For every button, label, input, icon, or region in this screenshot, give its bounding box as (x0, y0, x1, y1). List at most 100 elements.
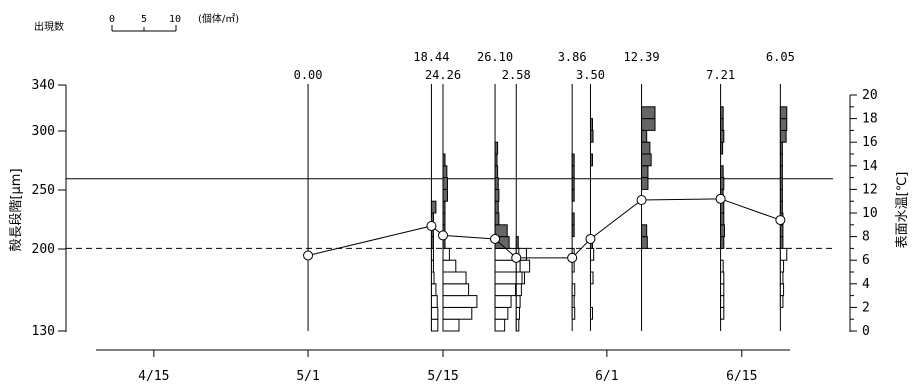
histogram-bar (430, 200, 437, 214)
legend-tick-label: 10 (169, 14, 181, 25)
sample-total-label: 0.00 (294, 68, 323, 82)
histogram-bar (442, 165, 448, 179)
temperature-point (585, 233, 596, 244)
histogram-bar (720, 106, 724, 120)
sample-group: 24.26 (425, 68, 478, 332)
x-axis-tick-label: 5/15 (427, 369, 458, 384)
right-axis-label: 表面水温[℃] (895, 172, 910, 249)
right-axis-tick-label: 20 (862, 88, 878, 103)
histogram-bar (494, 318, 506, 332)
histogram-bar (571, 165, 575, 179)
histogram-bar (494, 188, 500, 202)
temperature-point (426, 220, 437, 231)
histogram-bar (779, 129, 787, 143)
legend-tick-label: 0 (109, 14, 115, 25)
sample-group: 3.86 (558, 50, 587, 331)
histogram-bar (571, 224, 575, 238)
histogram-bar (442, 200, 446, 214)
histogram-bar (494, 224, 508, 238)
histogram-bar (571, 295, 575, 308)
histogram-bar (571, 177, 575, 190)
histogram-bar (779, 141, 783, 155)
histogram-bar (779, 118, 788, 131)
histogram-bar (571, 153, 575, 167)
histogram-bar (442, 247, 450, 261)
histogram-bar (720, 306, 725, 320)
histogram-bar (515, 306, 520, 320)
histogram-bar (442, 318, 460, 332)
sample-total-label: 12.39 (623, 50, 659, 64)
histogram-bar (641, 129, 648, 143)
histogram-bar (430, 295, 438, 308)
right-axis-tick-label: 12 (862, 182, 878, 197)
x-axis-tick-label: 5/1 (296, 369, 319, 384)
histogram-bar (494, 306, 509, 320)
temperature-point (775, 215, 786, 226)
histogram-bar (720, 271, 725, 285)
temperature-line (307, 198, 781, 259)
histogram-bar (779, 153, 783, 167)
temperature-point (303, 250, 314, 261)
histogram-bar (515, 283, 522, 297)
sample-group: 3.50 (576, 68, 605, 331)
sample-total-label: 3.50 (576, 68, 605, 82)
histogram-bar (779, 247, 788, 261)
histogram-bar (779, 271, 784, 285)
temperature-point (567, 252, 578, 263)
histogram-bar (779, 295, 784, 308)
temperature-point (438, 230, 448, 241)
histogram-bar (494, 165, 499, 179)
x-axis: 4/15 5/1 5/15 6/1 6/15 (96, 349, 790, 384)
histogram-bar (442, 153, 446, 167)
right-axis-tick-label: 0 (862, 324, 870, 339)
x-axis-tick-label: 4/15 (138, 369, 169, 384)
right-axis-tick-label: 14 (862, 159, 878, 174)
histogram-bar (641, 153, 652, 167)
left-axis-tick-label: 200 (32, 242, 55, 257)
histogram-bar (515, 271, 523, 285)
x-axis-tick-label: 6/1 (595, 369, 618, 384)
sample-total-label: 18.44 (413, 50, 449, 64)
sample-histograms: 0.00 18.44 24.26 26.10 2.58 3.86 3.50 12.39 7.21… (294, 50, 795, 332)
left-axis-label: 殻長段階[μm] (9, 168, 24, 251)
histogram-bar (720, 165, 724, 179)
sample-group: 18.44 (413, 50, 449, 332)
histogram-bar (589, 247, 595, 261)
histogram-bar (641, 106, 656, 120)
histogram-bar (720, 129, 725, 143)
histogram-bar (430, 283, 437, 297)
histogram-bar (589, 306, 593, 320)
right-axis-tick-label: 18 (862, 112, 878, 127)
histogram-bar (589, 129, 594, 143)
histogram-bar (589, 118, 593, 131)
histogram-bar (494, 283, 517, 297)
histogram-bar (571, 283, 576, 297)
left-axis-tick-label: 340 (32, 78, 55, 93)
histogram-bar (494, 295, 512, 308)
sample-total-label: 7.21 (706, 68, 735, 82)
legend-label: 出現数 (34, 20, 64, 33)
right-axis-tick-label: 16 (862, 135, 878, 150)
histogram-bar (442, 212, 446, 226)
histogram-bar (720, 177, 725, 190)
sample-total-label: 2.58 (502, 68, 531, 82)
histogram-bar (494, 141, 499, 155)
histogram-bar (571, 306, 576, 320)
histogram-bar (442, 177, 448, 190)
left-axis-tick-label: 250 (32, 183, 55, 198)
histogram-bar (779, 188, 783, 202)
histogram-bar (515, 318, 520, 332)
sample-group: 0.00 (294, 68, 323, 331)
legend: 出現数 0 5 10 (個体/㎡) (34, 12, 239, 33)
histogram-bar (779, 224, 784, 238)
histogram-bar (494, 212, 500, 226)
temperature-point (636, 195, 647, 206)
histogram-bar (779, 283, 785, 297)
sample-group: 6.05 (766, 50, 795, 331)
histogram-bar (430, 271, 435, 285)
histogram-bar (720, 224, 725, 238)
histogram-bar (430, 318, 439, 332)
histogram-bar (515, 236, 519, 249)
histogram-bar (494, 177, 499, 190)
